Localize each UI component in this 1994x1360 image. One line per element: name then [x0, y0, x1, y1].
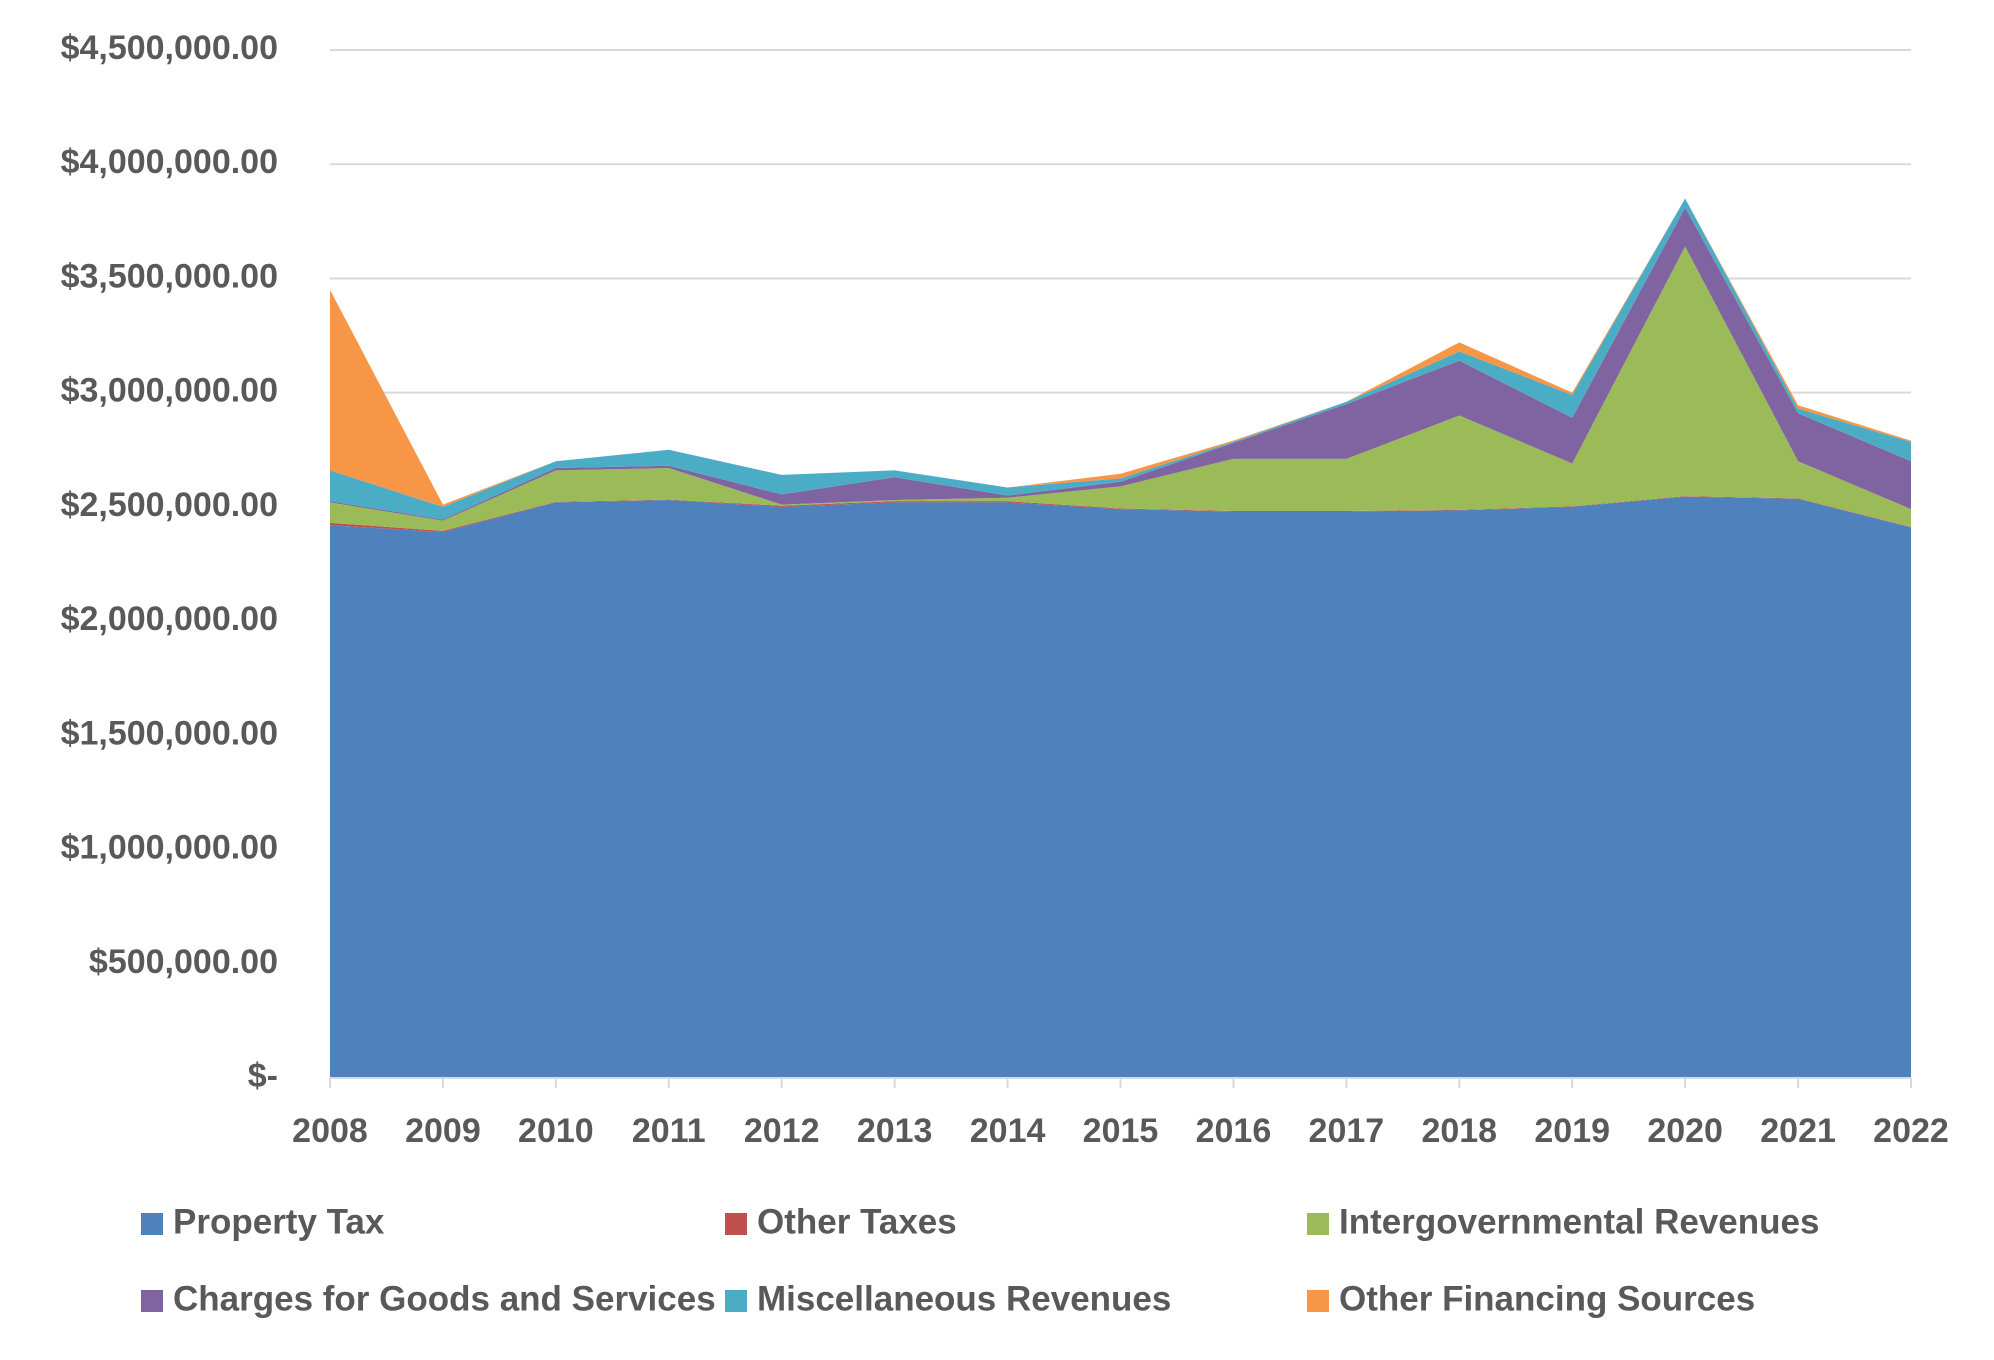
legend-label: Other Financing Sources — [1339, 1279, 1755, 1318]
x-tick-label: 2021 — [1760, 1112, 1836, 1150]
legend-swatch — [725, 1290, 747, 1312]
area — [330, 246, 1911, 531]
x-tick-label: 2009 — [405, 1112, 481, 1150]
x-tick-label: 2019 — [1534, 1112, 1610, 1150]
y-tick-label: $3,000,000.00 — [61, 372, 278, 410]
y-tick-label: $2,000,000.00 — [61, 600, 278, 638]
legend-label: Other Taxes — [757, 1202, 957, 1241]
x-tick-label: 2010 — [518, 1112, 594, 1150]
y-tick-label: $4,000,000.00 — [61, 143, 278, 181]
area — [330, 198, 1911, 520]
legend-label: Intergovernmental Revenues — [1339, 1202, 1819, 1241]
legend-label: Charges for Goods and Services — [173, 1279, 716, 1318]
x-tick-label: 2022 — [1873, 1112, 1949, 1150]
y-tick-label: $1,000,000.00 — [61, 829, 278, 867]
x-tick-label: 2015 — [1083, 1112, 1159, 1150]
x-tick-label: 2018 — [1421, 1112, 1497, 1150]
x-tick-label: 2017 — [1309, 1112, 1385, 1150]
x-tick-label: 2011 — [632, 1112, 706, 1150]
y-tick-label: $4,500,000.00 — [61, 29, 278, 67]
x-tick-label: 2012 — [744, 1112, 820, 1150]
x-tick-label: 2014 — [970, 1112, 1046, 1150]
legend-swatch — [1307, 1290, 1329, 1312]
legend-label: Property Tax — [173, 1202, 385, 1241]
legend-swatch — [141, 1290, 163, 1312]
legend-swatch — [141, 1213, 163, 1235]
x-tick-label: 2013 — [857, 1112, 933, 1150]
y-tick-label: $500,000.00 — [89, 943, 278, 981]
y-tick-label: $2,500,000.00 — [61, 486, 278, 524]
y-tick-label: $1,500,000.00 — [61, 714, 278, 752]
legend-swatch — [725, 1213, 747, 1235]
x-tick-label: 2020 — [1647, 1112, 1723, 1150]
y-tick-label: $- — [248, 1057, 278, 1095]
x-tick-label: 2008 — [292, 1112, 368, 1150]
legend-label: Miscellaneous Revenues — [757, 1279, 1171, 1318]
area — [330, 496, 1911, 1078]
areas — [330, 198, 1911, 1078]
x-tick-label: 2016 — [1196, 1112, 1272, 1150]
y-tick-label: $3,500,000.00 — [61, 257, 278, 295]
legend-swatch — [1307, 1213, 1329, 1235]
